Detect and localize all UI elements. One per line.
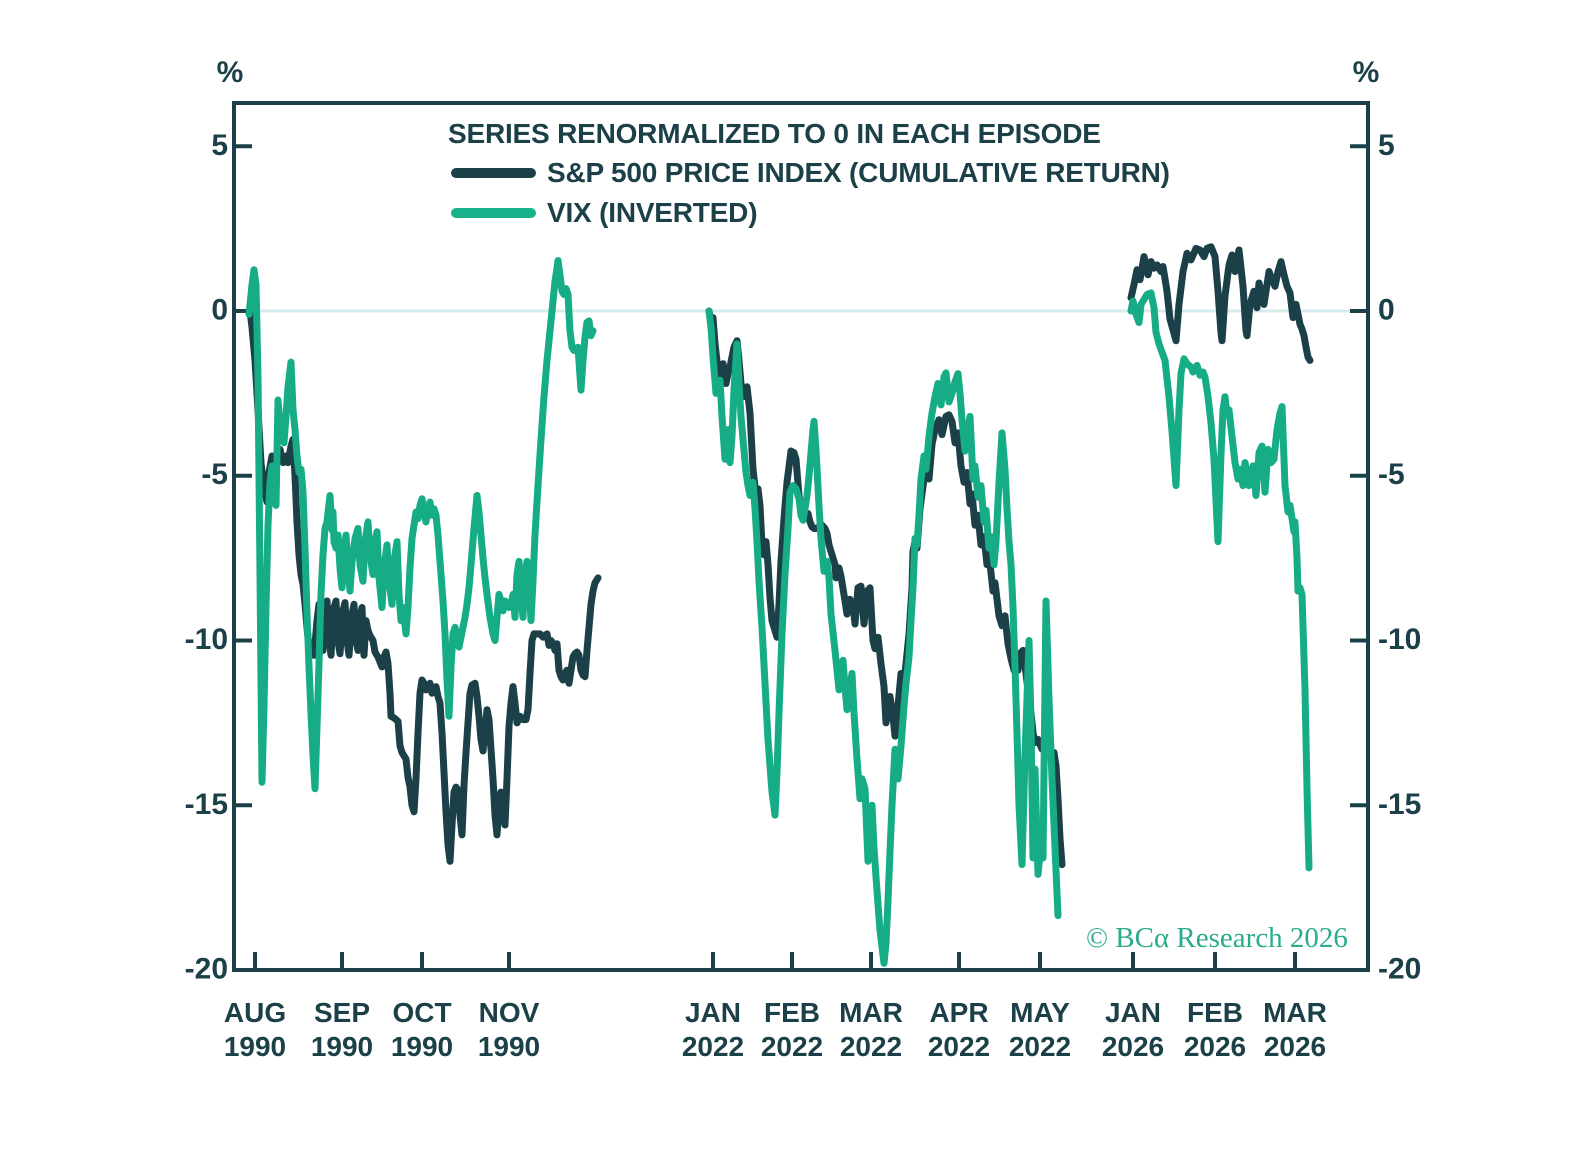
svg-text:-20: -20	[1378, 953, 1421, 986]
svg-text:%: %	[217, 56, 244, 89]
svg-text:SERIES RENORMALIZED TO 0 IN EA: SERIES RENORMALIZED TO 0 IN EACH EPISODE	[448, 118, 1101, 149]
svg-text:1990: 1990	[224, 1031, 286, 1062]
svg-text:-15: -15	[185, 788, 228, 821]
svg-text:APR: APR	[929, 997, 988, 1028]
svg-text:FEB: FEB	[1187, 997, 1243, 1028]
svg-text:2022: 2022	[840, 1031, 902, 1062]
svg-text:-15: -15	[1378, 788, 1421, 821]
svg-text:OCT: OCT	[392, 997, 451, 1028]
svg-text:2026: 2026	[1264, 1031, 1326, 1062]
svg-text:VIX (INVERTED): VIX (INVERTED)	[547, 197, 757, 228]
svg-text:JAN: JAN	[685, 997, 741, 1028]
svg-text:5: 5	[211, 129, 228, 162]
svg-text:%: %	[1353, 56, 1380, 89]
svg-text:5: 5	[1378, 129, 1395, 162]
svg-text:1990: 1990	[311, 1031, 373, 1062]
svg-text:SEP: SEP	[314, 997, 370, 1028]
svg-text:AUG: AUG	[224, 997, 286, 1028]
svg-text:2026: 2026	[1184, 1031, 1246, 1062]
svg-text:2022: 2022	[761, 1031, 823, 1062]
svg-text:-5: -5	[1378, 458, 1405, 491]
svg-text:2022: 2022	[1009, 1031, 1071, 1062]
svg-text:-10: -10	[1378, 623, 1421, 656]
svg-text:S&P 500 PRICE INDEX (CUMULATIV: S&P 500 PRICE INDEX (CUMULATIVE RETURN)	[547, 157, 1170, 188]
svg-text:NOV: NOV	[479, 997, 540, 1028]
svg-text:1990: 1990	[391, 1031, 453, 1062]
svg-text:JAN: JAN	[1105, 997, 1161, 1028]
svg-text:MAR: MAR	[1263, 997, 1327, 1028]
svg-text:MAR: MAR	[839, 997, 903, 1028]
svg-text:FEB: FEB	[764, 997, 820, 1028]
svg-text:2022: 2022	[928, 1031, 990, 1062]
svg-text:-20: -20	[185, 953, 228, 986]
svg-text:MAY: MAY	[1010, 997, 1070, 1028]
svg-text:-10: -10	[185, 623, 228, 656]
svg-text:© BCα Research 2026: © BCα Research 2026	[1086, 922, 1348, 954]
svg-text:0: 0	[211, 294, 228, 327]
svg-text:0: 0	[1378, 294, 1395, 327]
svg-text:2022: 2022	[682, 1031, 744, 1062]
svg-text:1990: 1990	[478, 1031, 540, 1062]
svg-text:2026: 2026	[1102, 1031, 1164, 1062]
svg-text:-5: -5	[201, 458, 228, 491]
